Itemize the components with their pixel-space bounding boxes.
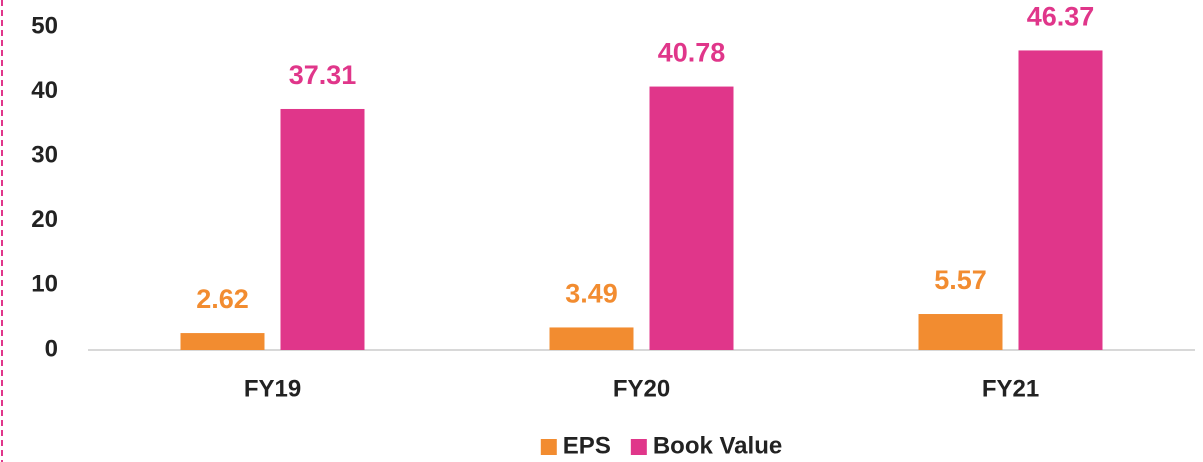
legend-swatch — [630, 439, 647, 455]
data-label: 3.49 — [565, 279, 618, 309]
legend-swatch — [540, 439, 557, 455]
y-tick-label: 30 — [31, 142, 58, 169]
bar — [549, 327, 634, 350]
legend-label: Book Value — [653, 432, 782, 459]
data-label: 46.37 — [1027, 2, 1095, 32]
data-label: 5.57 — [934, 265, 987, 295]
y-tick-label: 40 — [31, 77, 58, 104]
y-tick-label: 50 — [31, 12, 58, 39]
y-tick-label: 0 — [45, 335, 58, 362]
bar — [280, 108, 365, 350]
data-label: 40.78 — [658, 38, 726, 68]
legend-label: EPS — [563, 432, 611, 459]
y-tick-label: 20 — [31, 206, 58, 233]
x-tick-label: FY20 — [613, 375, 670, 402]
x-tick-label: FY21 — [982, 375, 1039, 402]
x-tick-label: FY19 — [244, 375, 301, 402]
bar — [918, 314, 1003, 350]
data-label: 2.62 — [196, 284, 249, 314]
y-tick-label: 10 — [31, 271, 58, 298]
bar — [649, 86, 734, 350]
bar — [1018, 50, 1103, 350]
data-label: 37.31 — [289, 60, 357, 90]
bar — [180, 333, 265, 350]
